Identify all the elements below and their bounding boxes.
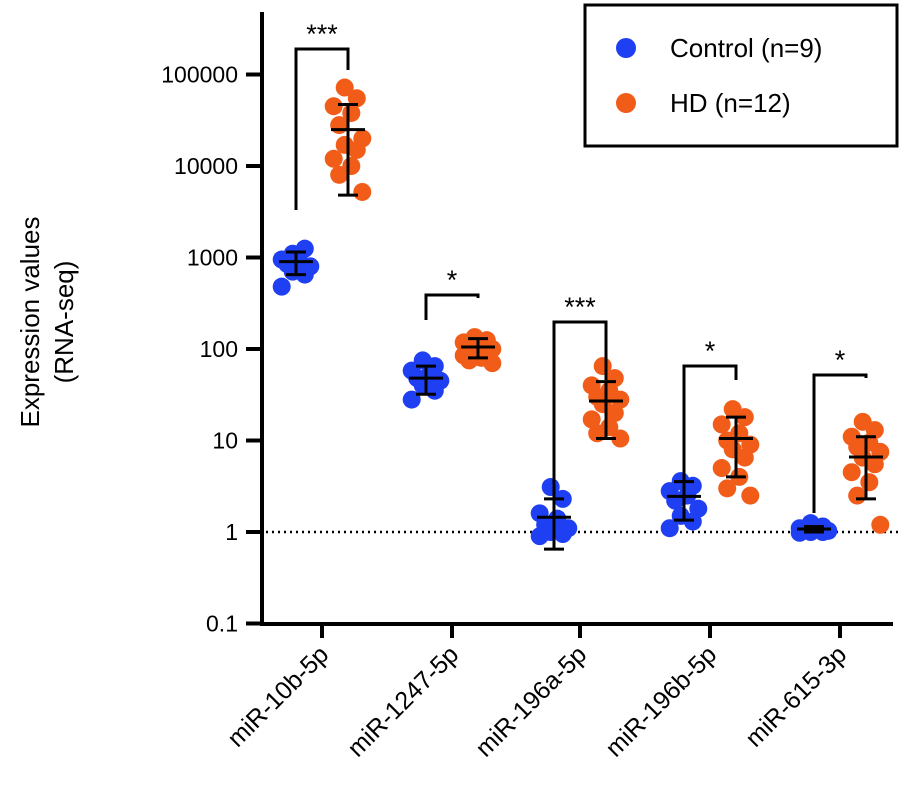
significance-label: *** — [306, 19, 338, 49]
data-point — [347, 89, 366, 108]
y-tick-label: 1 — [225, 519, 238, 545]
x-tick-label: miR-1247-5p — [342, 640, 464, 762]
legend-box — [583, 3, 899, 148]
x-axis: miR-10b-5p miR-1247-5p miR-196a-5p miR-196b… — [222, 622, 893, 762]
significance-markers: ******** * — [294, 19, 868, 550]
data-point — [347, 140, 366, 159]
data-point — [611, 429, 630, 448]
significance-bracket — [294, 47, 350, 210]
significance-bracket — [424, 293, 480, 320]
data-point — [324, 97, 343, 116]
y-tick-label: 10 — [212, 428, 238, 454]
x-tick-label: miR-10b-5p — [222, 640, 334, 752]
data-point — [605, 403, 624, 422]
significance-bracket — [552, 320, 608, 550]
significance-bracket — [812, 373, 868, 513]
data-point — [335, 78, 354, 97]
data-point — [712, 415, 731, 434]
data-point — [425, 381, 444, 400]
data-point — [860, 473, 879, 492]
data-point — [735, 448, 754, 467]
x-tick-label: miR-615-3p — [740, 640, 852, 752]
data-point — [530, 527, 549, 546]
significance-label: * — [705, 336, 716, 366]
significance-label: *** — [564, 292, 596, 322]
data-point — [324, 149, 343, 168]
data-point — [330, 165, 349, 184]
y-tick-label: 1000 — [187, 245, 238, 271]
legend-marker-hd — [616, 93, 636, 113]
legend-label-control: Control (n=9) — [670, 33, 822, 63]
data-point — [865, 455, 884, 474]
y-axis: 0.1 1 10 100 1000 10000 100000 — [161, 12, 264, 637]
data-point — [272, 277, 291, 296]
data-point — [353, 182, 372, 201]
x-tick-label: miR-196b-5p — [600, 640, 722, 762]
summary-stats — [279, 103, 883, 551]
data-point — [582, 410, 601, 429]
y-tick-label: 0.1 — [206, 611, 238, 637]
data-point — [718, 479, 737, 498]
significance-bracket — [682, 364, 738, 520]
data-point — [848, 486, 867, 505]
y-axis-title-line-2: (RNA-seq) — [49, 261, 79, 384]
y-axis-title-line-1: Expression values — [15, 217, 45, 428]
data-point — [712, 459, 731, 478]
x-tick-label: miR-196a-5p — [470, 640, 592, 762]
data-point — [553, 525, 572, 544]
y-tick-label: 100 — [200, 336, 238, 362]
data-point — [741, 486, 760, 505]
significance-label: * — [447, 265, 458, 295]
y-tick-label: 10000 — [174, 153, 238, 179]
legend-label-hd: HD (n=12) — [670, 88, 791, 118]
y-tick-label: 100000 — [161, 62, 238, 88]
data-point — [842, 463, 861, 482]
y-axis-title: Expression values (RNA-seq) — [15, 217, 79, 428]
data-point — [460, 351, 479, 370]
data-point — [660, 519, 679, 538]
legend: Control (n=9) HD (n=12) — [583, 3, 899, 148]
legend-marker-control — [616, 38, 636, 58]
data-point — [330, 116, 349, 135]
data-point — [871, 515, 890, 534]
significance-label: * — [835, 345, 846, 375]
